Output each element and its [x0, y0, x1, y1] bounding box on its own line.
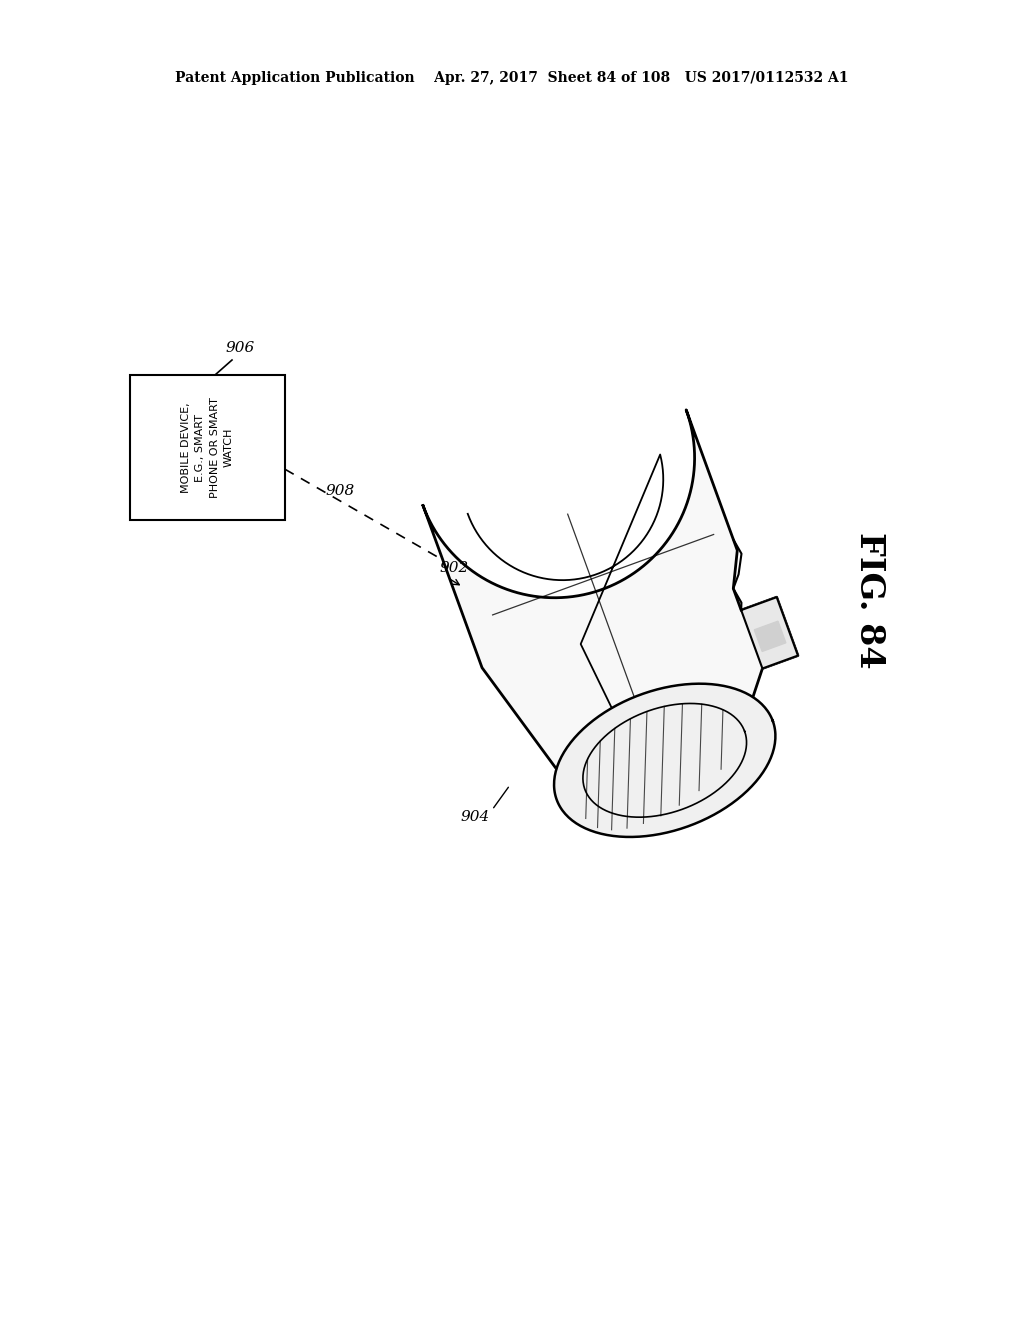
Polygon shape: [755, 622, 785, 652]
Text: MOBILE DEVICE,
E.G., SMART
PHONE OR SMART
WATCH: MOBILE DEVICE, E.G., SMART PHONE OR SMAR…: [181, 397, 233, 498]
Text: 904: 904: [461, 810, 490, 824]
Text: 908: 908: [326, 484, 354, 498]
Polygon shape: [423, 409, 798, 768]
Bar: [130, 375, 285, 520]
Text: Patent Application Publication    Apr. 27, 2017  Sheet 84 of 108   US 2017/01125: Patent Application Publication Apr. 27, …: [175, 71, 849, 84]
Text: FIG. 84: FIG. 84: [853, 532, 887, 668]
Text: 902: 902: [440, 561, 469, 576]
Polygon shape: [741, 597, 798, 668]
Polygon shape: [554, 684, 775, 837]
Text: 906: 906: [225, 341, 254, 355]
